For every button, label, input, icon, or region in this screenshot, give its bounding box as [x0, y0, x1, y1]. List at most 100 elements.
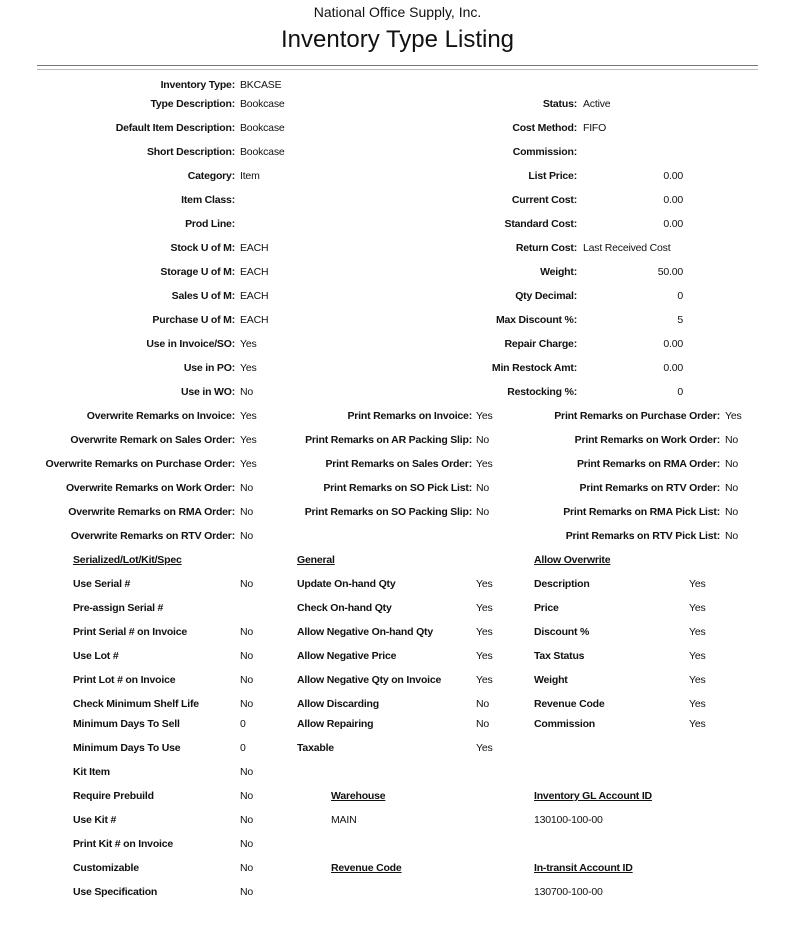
remark-value: No [725, 458, 739, 470]
option-value: No [240, 862, 254, 874]
remark-label: Print Remarks on Sales Order: [325, 458, 472, 470]
option-value: Yes [476, 626, 493, 638]
option-value: No [476, 718, 490, 730]
company-name: National Office Supply, Inc. [313, 4, 482, 20]
divider [37, 65, 758, 66]
option-label: Update On-hand Qty [297, 578, 396, 590]
section-heading: Serialized/Lot/Kit/Spec [73, 554, 182, 566]
option-label: Check Minimum Shelf Life [73, 698, 199, 710]
field-label: Weight: [540, 266, 577, 278]
option-value: No [240, 838, 254, 850]
field-value: EACH [240, 266, 269, 278]
remark-label: Print Remarks on Work Order: [574, 434, 721, 446]
field-value: 0.00 [663, 218, 683, 230]
field-label: Sales U of M: [171, 290, 236, 302]
section-heading: Allow Overwrite [534, 554, 611, 566]
option-value: Yes [689, 602, 706, 614]
field-label: Purchase U of M: [152, 314, 235, 326]
option-label: Revenue Code [534, 698, 605, 710]
field-label: Status: [542, 98, 577, 110]
option-value: Yes [476, 674, 493, 686]
option-label: Description [534, 578, 590, 590]
field-value: 0.00 [663, 170, 683, 182]
remark-value: Yes [240, 434, 257, 446]
option-value: Yes [476, 742, 493, 754]
option-value: 0 [240, 718, 246, 730]
option-label: Customizable [73, 862, 139, 874]
remark-value: Yes [240, 410, 257, 422]
field-label: Current Cost: [511, 194, 577, 206]
remark-value: Yes [476, 410, 493, 422]
remark-label: Overwrite Remarks on Work Order: [65, 482, 235, 494]
remark-label: Overwrite Remarks on RMA Order: [68, 506, 235, 518]
remark-label: Print Remarks on RTV Order: [579, 482, 721, 494]
option-value: Yes [689, 698, 706, 710]
option-label: Commission [534, 718, 596, 730]
field-label: Inventory Type: [160, 79, 236, 91]
remark-value: No [240, 506, 254, 518]
option-label: Weight [534, 674, 568, 686]
field-label: Use in Invoice/SO: [146, 338, 235, 350]
option-value: Yes [689, 718, 706, 730]
remark-label: Overwrite Remarks on RTV Order: [70, 530, 235, 542]
field-value: Item [240, 170, 260, 182]
field-label: Category: [187, 170, 235, 182]
field-label: Prod Line: [185, 218, 235, 230]
field-label: Min Restock Amt: [491, 362, 577, 374]
option-value: No [240, 886, 254, 898]
remark-label: Print Remarks on RMA Pick List: [563, 506, 720, 518]
warehouse-value: MAIN [331, 814, 357, 826]
field-label: Qty Decimal: [515, 290, 577, 302]
field-label: Standard Cost: [504, 218, 578, 230]
field-value: FIFO [583, 122, 607, 134]
option-label: Check On-hand Qty [297, 602, 392, 614]
remark-label: Print Remarks on SO Pick List: [323, 482, 472, 494]
option-label: Allow Negative Qty on Invoice [297, 674, 442, 686]
option-label: Kit Item [73, 766, 110, 778]
divider [37, 69, 758, 70]
field-value: No [240, 386, 254, 398]
field-value: 0.00 [663, 362, 683, 374]
option-value: No [240, 674, 254, 686]
field-value: BKCASE [240, 79, 282, 91]
remark-label: Print Remarks on Invoice: [347, 410, 472, 422]
remark-label: Print Remarks on RTV Pick List: [565, 530, 720, 542]
option-label: Discount % [534, 626, 590, 638]
field-value: EACH [240, 242, 269, 254]
field-label: Repair Charge: [504, 338, 578, 350]
option-label: Taxable [297, 742, 334, 754]
field-value: Last Received Cost [583, 242, 671, 254]
report-title: Inventory Type Listing [280, 26, 515, 53]
field-label: Use in PO: [183, 362, 235, 374]
option-label: Allow Repairing [297, 718, 374, 730]
field-label: Use in WO: [180, 386, 235, 398]
field-label: Type Description: [150, 98, 235, 110]
revenue-code-heading: Revenue Code [331, 862, 402, 874]
field-value: EACH [240, 314, 269, 326]
remark-label: Print Remarks on RMA Order: [577, 458, 720, 470]
field-label: Max Discount %: [495, 314, 577, 326]
remark-label: Print Remarks on Purchase Order: [554, 410, 720, 422]
field-value: Bookcase [240, 146, 285, 158]
remark-value: No [725, 530, 739, 542]
section-heading: General [297, 554, 335, 566]
field-value: 5 [677, 314, 683, 326]
option-value: Yes [476, 578, 493, 590]
field-label: Cost Method: [512, 122, 577, 134]
remark-value: No [476, 434, 490, 446]
option-value: Yes [689, 626, 706, 638]
option-value: No [240, 814, 254, 826]
remark-value: No [725, 434, 739, 446]
remark-value: No [240, 530, 254, 542]
option-value: 0 [240, 742, 246, 754]
field-value: 0.00 [663, 338, 683, 350]
field-label: Storage U of M: [160, 266, 235, 278]
field-value: EACH [240, 290, 269, 302]
option-label: Use Kit # [73, 814, 117, 826]
option-value: No [476, 698, 490, 710]
option-value: No [240, 766, 254, 778]
option-value: Yes [689, 578, 706, 590]
option-label: Print Serial # on Invoice [73, 626, 188, 638]
remark-label: Print Remarks on SO Packing Slip: [304, 506, 472, 518]
option-label: Price [534, 602, 559, 614]
